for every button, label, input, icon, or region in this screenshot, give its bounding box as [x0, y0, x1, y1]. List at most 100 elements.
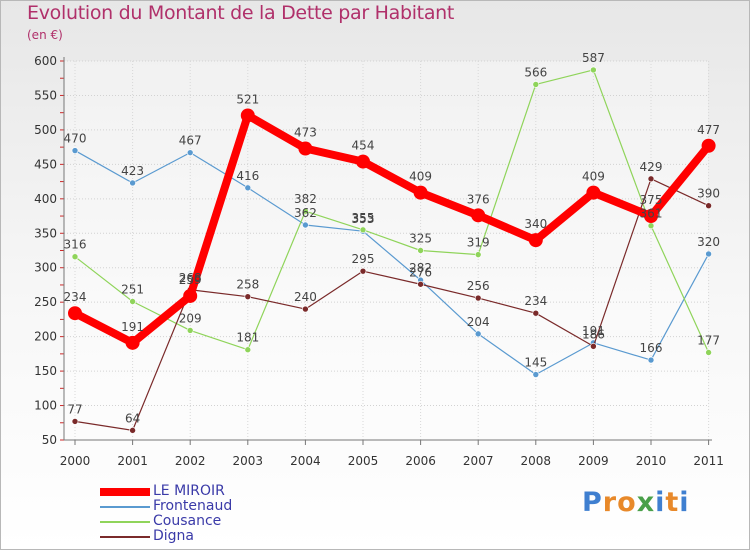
y-tick-label: 500 — [34, 123, 57, 137]
x-tick-label: 2009 — [578, 454, 609, 468]
data-label: 77 — [67, 402, 82, 416]
data-label: 325 — [409, 232, 432, 246]
data-point — [71, 418, 79, 425]
data-point — [474, 330, 482, 338]
data-label: 204 — [467, 315, 490, 329]
data-label: 234 — [64, 290, 87, 304]
data-point — [186, 149, 194, 156]
legend: LE MIROIR Frontenaud Cousance Digna — [100, 483, 340, 544]
data-label: 340 — [524, 217, 547, 231]
legend-swatch — [100, 521, 150, 523]
y-tick-label: 200 — [34, 330, 57, 344]
legend-label: Frontenaud — [153, 498, 233, 514]
data-point — [356, 154, 370, 169]
data-point — [183, 288, 198, 303]
y-tick-label: 300 — [34, 261, 57, 275]
legend-item: Frontenaud — [100, 498, 340, 514]
data-point — [71, 253, 79, 261]
data-point — [474, 251, 482, 258]
y-tick-label: 450 — [34, 157, 57, 171]
data-point — [705, 349, 712, 356]
data-label: 470 — [64, 132, 87, 146]
data-point — [298, 141, 313, 156]
data-label: 166 — [640, 341, 663, 355]
y-tick-label: 400 — [34, 192, 57, 206]
data-label: 423 — [121, 164, 144, 178]
data-label: 473 — [294, 126, 317, 140]
legend-item: LE MIROIR — [100, 483, 340, 499]
y-tick-label: 250 — [34, 295, 57, 309]
chart-title: Evolution du Montant de la Dette par Hab… — [27, 2, 455, 24]
x-tick-label: 2003 — [233, 454, 264, 468]
y-tick-label: 600 — [34, 54, 57, 68]
data-point — [129, 427, 136, 434]
logo-letter: o — [617, 487, 637, 518]
data-label: 587 — [582, 51, 605, 65]
data-label: 191 — [121, 320, 144, 334]
data-label: 376 — [467, 192, 490, 206]
y-tick-label: 350 — [34, 226, 57, 240]
legend-label: Digna — [153, 528, 195, 544]
data-label: 256 — [467, 279, 490, 293]
data-label: 64 — [125, 411, 140, 425]
data-label: 234 — [524, 294, 547, 308]
series-line-frontenaud — [74, 149, 710, 376]
data-label: 320 — [697, 235, 720, 249]
data-point — [647, 175, 655, 183]
data-label: 209 — [179, 311, 202, 325]
y-tick-label: 50 — [42, 433, 57, 447]
data-point — [125, 335, 140, 350]
data-label: 390 — [697, 187, 720, 201]
data-label: 258 — [236, 278, 259, 292]
data-label: 355 — [352, 211, 375, 225]
x-tick-label: 2011 — [693, 454, 724, 468]
series-line-digna — [74, 178, 710, 431]
data-point — [647, 222, 655, 229]
data-point — [240, 108, 255, 123]
x-tick-label: 2002 — [175, 454, 206, 468]
logo-letter: x — [636, 487, 656, 518]
legend-swatch — [100, 488, 150, 496]
data-label: 282 — [409, 261, 432, 275]
data-point — [186, 327, 194, 334]
data-label: 375 — [640, 193, 663, 207]
data-label: 382 — [294, 192, 317, 206]
data-point — [532, 81, 540, 88]
data-point — [532, 371, 540, 378]
data-point — [474, 294, 482, 302]
data-label: 251 — [121, 282, 144, 296]
logo-letter: i — [655, 487, 666, 518]
data-point — [647, 356, 655, 364]
data-point — [302, 305, 309, 313]
data-label: 429 — [640, 160, 663, 174]
y-tick-label: 150 — [34, 364, 57, 378]
series-line-cousance — [74, 69, 710, 354]
data-label: 191 — [582, 324, 605, 338]
data-label: 268 — [179, 271, 202, 285]
x-tick-label: 2008 — [521, 454, 552, 468]
data-label: 177 — [697, 333, 720, 347]
data-point — [532, 309, 540, 317]
data-point — [302, 207, 309, 215]
legend-item: Cousance — [100, 513, 340, 529]
data-label: 566 — [524, 65, 547, 79]
legend-label: Cousance — [153, 513, 222, 529]
x-tick-label: 2001 — [117, 454, 148, 468]
data-point — [528, 233, 543, 248]
chart-subtitle: (en €) — [27, 28, 63, 42]
data-label: 409 — [582, 170, 605, 184]
data-label: 454 — [352, 139, 375, 153]
data-point — [68, 306, 82, 321]
x-tick-label: 2004 — [290, 454, 321, 468]
x-tick-label: 2006 — [405, 454, 436, 468]
x-tick-label: 2007 — [463, 454, 494, 468]
data-label: 240 — [294, 290, 317, 304]
data-point — [413, 185, 428, 200]
legend-swatch — [100, 536, 150, 538]
data-label: 276 — [409, 265, 432, 279]
logo-letter: P — [582, 487, 603, 518]
data-label: 186 — [582, 327, 605, 341]
legend-label: LE MIROIR — [153, 483, 225, 499]
